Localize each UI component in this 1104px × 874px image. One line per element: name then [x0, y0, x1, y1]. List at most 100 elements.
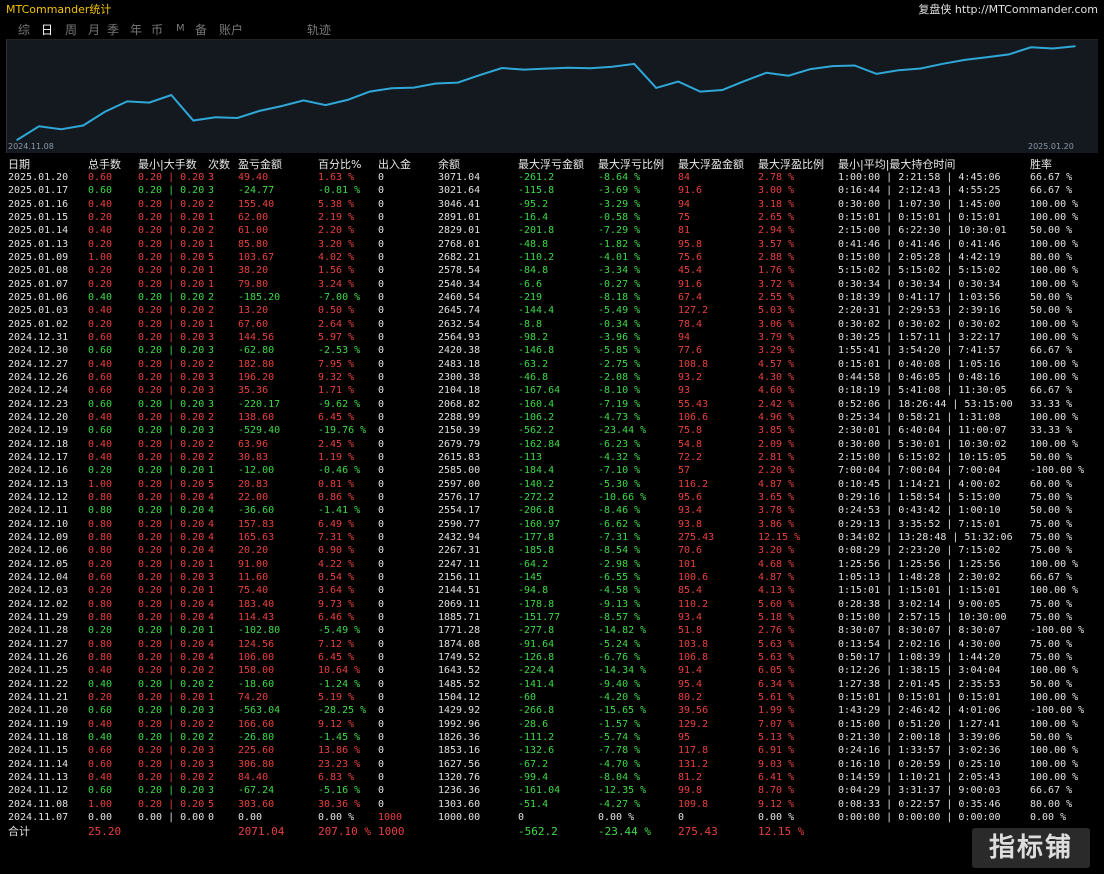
table-row[interactable]: 2024.11.21 0.20 0.20 | 0.20 1 74.20 5.19 % 0 15… [0, 691, 1104, 704]
header-max-float-profit[interactable]: 最大浮盈金额 [678, 158, 744, 171]
header-total-lots[interactable]: 总手数 [88, 158, 121, 171]
table-row[interactable]: 2024.12.13 1.00 0.20 | 0.20 5 20.83 0.81 % 0 25… [0, 478, 1104, 491]
cell-max-float-loss-pct: -7.19 % [598, 398, 641, 410]
tab-month[interactable]: 月 [88, 23, 101, 37]
table-row[interactable]: 2024.12.30 0.60 0.20 | 0.20 3 -62.80 -2.53 % 0… [0, 344, 1104, 357]
table-row[interactable]: 2024.12.17 0.40 0.20 | 0.20 2 30.83 1.19 % 0 26… [0, 451, 1104, 464]
header-pnl-percent[interactable]: 百分比% [318, 158, 362, 171]
table-row[interactable]: 2024.12.12 0.80 0.20 | 0.20 4 22.00 0.86 % 0 25… [0, 491, 1104, 504]
brand-link[interactable]: 复盘侠 http://MTCommander.com [918, 3, 1098, 16]
table-row[interactable]: 2024.12.09 0.80 0.20 | 0.20 4 165.63 7.31 % 0 2… [0, 531, 1104, 544]
table-row[interactable]: 2024.11.27 0.80 0.20 | 0.20 4 124.56 7.12 % 0 1… [0, 638, 1104, 651]
table-row[interactable]: 2025.01.14 0.40 0.20 | 0.20 2 61.00 2.20 % 0 28… [0, 224, 1104, 237]
table-row[interactable]: 2024.11.28 0.20 0.20 | 0.20 1 -102.80 -5.49 %… [0, 624, 1104, 637]
cell-pnl: -26.80 [238, 731, 275, 743]
cell-max-float-loss: -51.4 [518, 798, 549, 810]
table-row[interactable]: 2024.12.02 0.80 0.20 | 0.20 4 183.40 9.73 % 0 2… [0, 598, 1104, 611]
tab-account[interactable]: 账户 [219, 23, 244, 37]
total-max-float-loss: -562.2 [518, 825, 558, 839]
table-row[interactable]: 2025.01.07 0.20 0.20 | 0.20 1 79.80 3.24 % 0 25… [0, 278, 1104, 291]
table-row[interactable]: 2024.12.19 0.60 0.20 | 0.20 3 -529.40 -19.76 … [0, 424, 1104, 437]
table-row[interactable]: 2024.11.13 0.40 0.20 | 0.20 2 84.40 6.83 % 0 13… [0, 771, 1104, 784]
table-row[interactable]: 2025.01.08 0.20 0.20 | 0.20 1 38.20 1.56 % 0 25… [0, 264, 1104, 277]
table-row[interactable]: 2024.11.29 0.80 0.20 | 0.20 4 114.43 6.46 % 0 1… [0, 611, 1104, 624]
header-hold-time[interactable]: 最小|平均|最大持仓时间 [838, 158, 956, 171]
header-balance[interactable]: 余额 [438, 158, 460, 171]
cell-max-float-profit: 75.8 [678, 425, 703, 437]
table-row[interactable]: 2024.11.18 0.40 0.20 | 0.20 2 -26.80 -1.45 % 0… [0, 731, 1104, 744]
daily-stats-table: 日期 总手数 最小|大手数 次数 盈亏金额 百分比% 出入金 余额 最大浮亏金额 最大浮亏比例 最大… [0, 155, 1104, 874]
header-win-rate[interactable]: 胜率 [1030, 158, 1052, 171]
equity-point [677, 80, 680, 83]
table-row[interactable]: 2024.11.25 0.40 0.20 | 0.20 2 158.00 10.64 % 0… [0, 664, 1104, 677]
table-row[interactable]: 2025.01.15 0.20 0.20 | 0.20 1 62.00 2.19 % 0 28… [0, 211, 1104, 224]
header-max-float-loss[interactable]: 最大浮亏金额 [518, 158, 584, 171]
cell-max-float-loss: -84.8 [518, 265, 549, 277]
header-lot-range[interactable]: 最小|大手数 [138, 158, 197, 171]
table-row[interactable]: 2024.12.16 0.20 0.20 | 0.20 1 -12.00 -0.46 % 0… [0, 464, 1104, 477]
header-pnl[interactable]: 盈亏金额 [238, 158, 282, 171]
cell-win-rate: 0.00 % [1030, 811, 1067, 823]
table-row[interactable]: 2024.11.08 1.00 0.20 | 0.20 5 303.60 30.36 % 0… [0, 798, 1104, 811]
cell-balance: 1885.71 [438, 611, 481, 623]
table-row[interactable]: 2024.12.04 0.60 0.20 | 0.20 3 11.60 0.54 % 0 21… [0, 571, 1104, 584]
header-date[interactable]: 日期 [8, 158, 30, 171]
header-max-float-profit-pct[interactable]: 最大浮盈比例 [758, 158, 824, 171]
cell-max-float-loss-pct: -7.10 % [598, 465, 641, 477]
table-row[interactable]: 2024.12.11 0.80 0.20 | 0.20 4 -36.60 -1.41 % 0… [0, 504, 1104, 517]
table-row[interactable]: 2024.11.14 0.60 0.20 | 0.20 3 306.80 23.23 % 0… [0, 758, 1104, 771]
tab-quarter[interactable]: 季 [107, 23, 120, 37]
table-row[interactable]: 2024.11.07 0.00 0.00 | 0.00 0 0.00 0.00 % 1000… [0, 811, 1104, 824]
table-row[interactable]: 2025.01.13 0.20 0.20 | 0.20 1 85.80 3.20 % 0 27… [0, 238, 1104, 251]
table-row[interactable]: 2025.01.16 0.40 0.20 | 0.20 2 155.40 5.38 % 0 3… [0, 198, 1104, 211]
tab-m[interactable]: M [176, 23, 185, 34]
table-row[interactable]: 2024.11.15 0.60 0.20 | 0.20 3 225.60 13.86 % 0… [0, 744, 1104, 757]
table-row[interactable]: 2025.01.03 0.40 0.20 | 0.20 2 13.20 0.50 % 0 26… [0, 304, 1104, 317]
cell-hold-time: 0:30:00 | 1:07:30 | 1:45:00 [838, 198, 1001, 210]
equity-point [60, 128, 62, 131]
table-row[interactable]: 2024.12.18 0.40 0.20 | 0.20 2 63.96 2.45 % 0 26… [0, 438, 1104, 451]
header-deposit[interactable]: 出入金 [378, 158, 411, 171]
header-trade-count[interactable]: 次数 [208, 158, 230, 171]
table-row[interactable]: 2024.12.26 0.60 0.20 | 0.20 3 196.20 9.32 % 0 2… [0, 371, 1104, 384]
table-row[interactable]: 2025.01.20 0.60 0.20 | 0.20 3 49.40 1.63 % 0 30… [0, 171, 1104, 184]
total-max-float-profit-pct: 12.15 % [758, 825, 805, 839]
cell-max-float-loss: -113 [518, 451, 543, 463]
cell-total-lots: 0.80 [88, 505, 113, 517]
table-row[interactable]: 2024.12.27 0.40 0.20 | 0.20 2 182.80 7.95 % 0 2… [0, 358, 1104, 371]
cell-pnl: -36.60 [238, 505, 275, 517]
tab-year[interactable]: 年 [130, 23, 143, 37]
tab-overview[interactable]: 综 [18, 23, 31, 37]
tab-track[interactable]: 轨迹 [307, 23, 332, 37]
cell-lot-range: 0.20 | 0.20 [138, 665, 205, 677]
tab-currency[interactable]: 币 [151, 23, 164, 37]
table-row[interactable]: 2025.01.09 1.00 0.20 | 0.20 5 103.67 4.02 % 0 2… [0, 251, 1104, 264]
equity-point [280, 105, 283, 107]
cell-date: 2025.01.09 [8, 251, 69, 263]
table-row[interactable]: 2025.01.06 0.40 0.20 | 0.20 2 -185.20 -7.00 %… [0, 291, 1104, 304]
table-row[interactable]: 2025.01.02 0.20 0.20 | 0.20 1 67.60 2.64 % 0 26… [0, 318, 1104, 331]
table-row[interactable]: 2024.12.24 0.60 0.20 | 0.20 3 35.36 1.71 % 0 21… [0, 384, 1104, 397]
equity-point [324, 104, 327, 106]
table-row[interactable]: 2024.12.23 0.60 0.20 | 0.20 3 -220.17 -9.62 %… [0, 398, 1104, 411]
table-row[interactable]: 2024.11.19 0.40 0.20 | 0.20 2 166.60 9.12 % 0 1… [0, 718, 1104, 731]
table-row[interactable]: 2024.12.06 0.80 0.20 | 0.20 4 20.20 0.90 % 0 22… [0, 544, 1104, 557]
cell-trade-count: 2 [208, 291, 215, 303]
table-row[interactable]: 2024.12.10 0.80 0.20 | 0.20 4 157.83 6.49 % 0 2… [0, 518, 1104, 531]
table-row[interactable]: 2024.11.26 0.80 0.20 | 0.20 4 106.00 6.45 % 0 1… [0, 651, 1104, 664]
table-row[interactable]: 2024.11.12 0.60 0.20 | 0.20 3 -67.24 -5.16 % 0… [0, 784, 1104, 797]
table-row[interactable]: 2025.01.17 0.60 0.20 | 0.20 3 -24.77 -0.81 % 0… [0, 184, 1104, 197]
cell-pnl-percent: 23.23 % [318, 758, 361, 770]
table-row[interactable]: 2024.12.31 0.60 0.20 | 0.20 3 144.56 5.97 % 0 2… [0, 331, 1104, 344]
table-row[interactable]: 2024.12.20 0.40 0.20 | 0.20 2 138.60 6.45 % 0 2… [0, 411, 1104, 424]
tab-note[interactable]: 备 [195, 23, 208, 37]
tab-week[interactable]: 周 [65, 23, 78, 37]
tab-day[interactable]: 日 [41, 23, 54, 37]
cell-hold-time: 7:00:04 | 7:00:04 | 7:00:04 [838, 465, 1001, 477]
table-row[interactable]: 2024.11.20 0.60 0.20 | 0.20 3 -563.04 -28.25 … [0, 704, 1104, 717]
table-row[interactable]: 2024.11.22 0.40 0.20 | 0.20 2 -18.60 -1.24 % 0… [0, 678, 1104, 691]
header-max-float-loss-pct[interactable]: 最大浮亏比例 [598, 158, 664, 171]
table-row[interactable]: 2024.12.03 0.20 0.20 | 0.20 1 75.40 3.64 % 0 21… [0, 584, 1104, 597]
table-row[interactable]: 2024.12.05 0.20 0.20 | 0.20 1 91.00 4.22 % 0 22… [0, 558, 1104, 571]
cell-balance: 2288.99 [438, 411, 481, 423]
